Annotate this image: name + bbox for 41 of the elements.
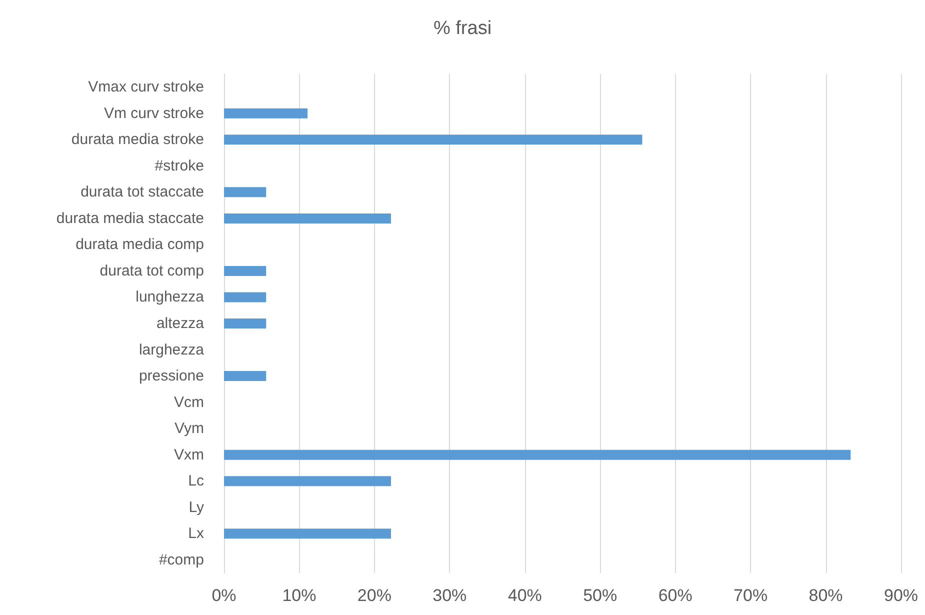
y-tick-label: durata media comp <box>76 236 204 254</box>
bar <box>224 108 308 118</box>
x-tick-label: 20% <box>357 586 392 605</box>
y-tick-label: #stroke <box>154 157 204 174</box>
x-tick-label: 40% <box>508 586 542 605</box>
bar <box>224 528 391 539</box>
y-tick-label: pressione <box>138 368 204 385</box>
y-tick-label: larghezza <box>138 341 205 358</box>
y-tick-label: Vcm <box>174 394 204 411</box>
x-tick-label: 60% <box>658 586 692 605</box>
bar <box>224 266 266 276</box>
y-tick-label: Ly <box>188 498 204 516</box>
y-tick-label: Lc <box>188 472 204 490</box>
y-tick-label: #comp <box>158 551 204 568</box>
y-tick-label: durata tot comp <box>100 262 204 280</box>
x-tick-label: 80% <box>808 586 843 605</box>
x-tick-label: 70% <box>734 586 768 605</box>
bar <box>224 292 266 302</box>
bar <box>224 213 391 224</box>
bar <box>224 187 266 198</box>
y-tick-label: Lx <box>188 525 204 542</box>
x-tick-label: 0% <box>212 586 236 605</box>
x-tick-label: 90% <box>884 586 918 605</box>
y-tick-label: lunghezza <box>136 288 205 306</box>
y-tick-label: durata tot staccate <box>80 184 204 201</box>
y-tick-label: durata media stroke <box>71 131 204 148</box>
bar <box>224 476 391 486</box>
y-tick-label: Vmax curv stroke <box>88 78 204 96</box>
y-tick-label: durata media staccate <box>56 210 204 227</box>
y-tick-label: altezza <box>156 315 205 332</box>
x-tick-label: 30% <box>432 586 467 605</box>
x-tick-label: 50% <box>583 586 618 605</box>
x-tick-label: 10% <box>282 586 316 605</box>
bar <box>224 371 266 382</box>
chart-title: % frasi <box>433 18 492 39</box>
bar <box>224 450 851 460</box>
y-tick-label: Vm curv stroke <box>104 104 204 122</box>
y-tick-label: Vxm <box>174 446 204 464</box>
y-tick-label: Vym <box>174 420 204 438</box>
bar <box>224 318 266 328</box>
bar <box>224 134 642 145</box>
